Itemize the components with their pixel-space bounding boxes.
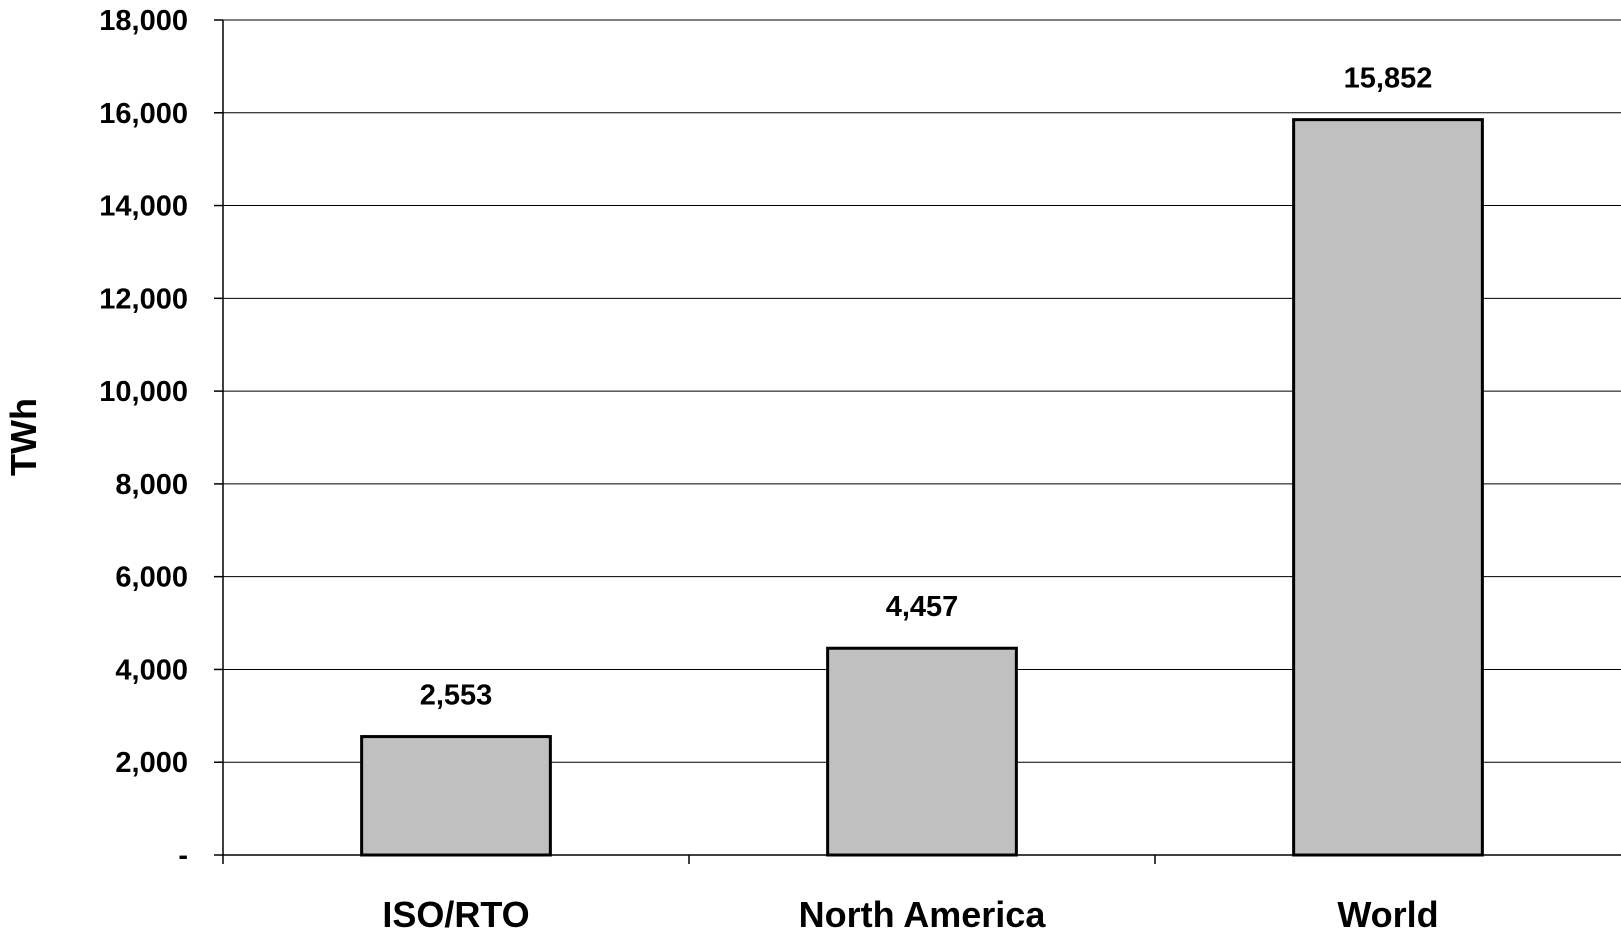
y-tick-label: 14,000 (99, 191, 188, 223)
bar-2 (826, 646, 1018, 857)
y-tick-labels: - 2,000 4,000 6,000 8,000 10,000 12,000 14,000 1… (99, 5, 188, 872)
y-tick-label: 8,000 (115, 469, 188, 501)
data-label: 2,553 (420, 680, 493, 712)
y-axis-title: TWh (3, 398, 44, 476)
y-tick-label: 18,000 (99, 5, 188, 37)
x-tick-label: World (1337, 894, 1438, 932)
x-tick-label: North America (799, 894, 1047, 932)
y-tick-label: 4,000 (115, 654, 188, 686)
data-labels: 2,553 4,457 15,852 (420, 63, 1433, 712)
x-tick-labels: ISO/RTO North America World (382, 894, 1438, 935)
y-tick-label: 12,000 (99, 283, 188, 315)
bars (360, 118, 1484, 857)
y-tick-label: 6,000 (115, 562, 188, 594)
y-tick-label: 16,000 (99, 98, 188, 130)
data-label: 15,852 (1344, 63, 1433, 95)
data-label: 4,457 (886, 591, 959, 623)
y-tick-label: - (178, 840, 188, 872)
x-tick-label: ISO/RTO (382, 894, 529, 932)
bar-3 (1292, 118, 1484, 857)
gridlines (223, 19, 1621, 763)
y-tick-label: 2,000 (115, 747, 188, 779)
bar-1 (360, 735, 552, 857)
y-tick-label: 10,000 (99, 376, 188, 408)
